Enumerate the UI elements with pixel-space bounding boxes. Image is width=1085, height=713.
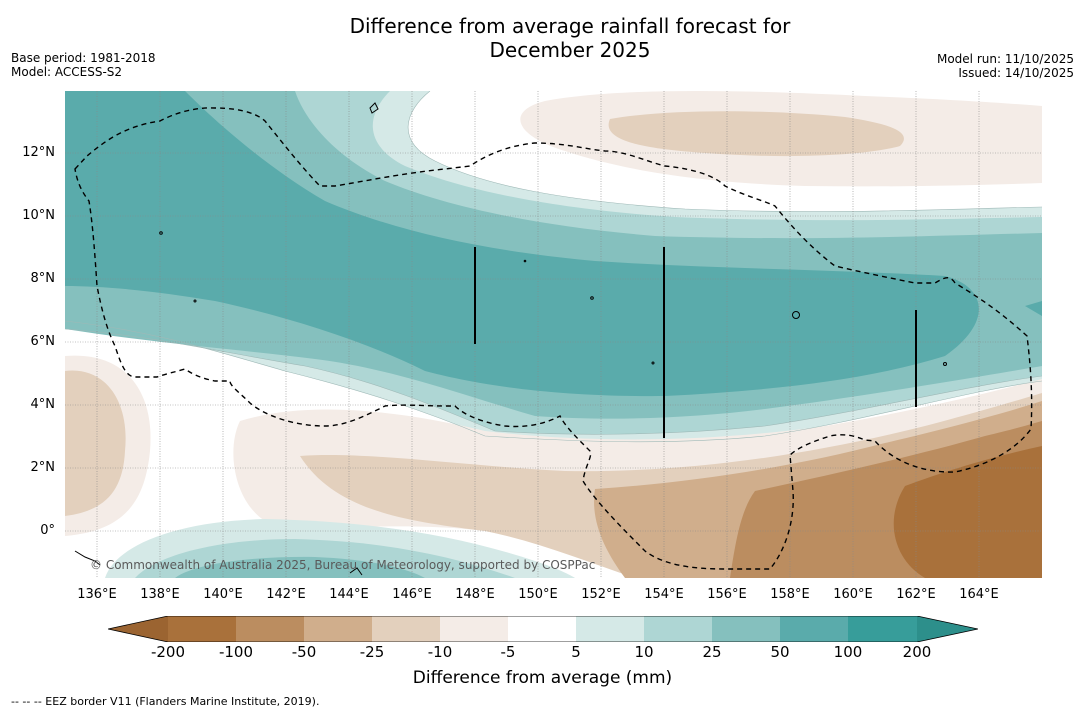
colorbar-over-arrow	[917, 616, 978, 642]
colorbar-swatch	[304, 616, 372, 642]
colorbar-swatch	[372, 616, 440, 642]
map-title: Difference from average rainfall forecas…	[270, 14, 870, 62]
copyright-notice: © Commonwealth of Australia 2025, Bureau…	[90, 558, 596, 572]
lon-label: 144°E	[329, 587, 369, 602]
meta-left: Base period: 1981-2018 Model: ACCESS-S2	[11, 51, 156, 79]
model-run: Model run: 11/10/2025	[936, 52, 1074, 66]
colorbar-swatch	[712, 616, 780, 642]
title-line-2: December 2025	[489, 38, 651, 62]
colorbar-tick: 5	[571, 643, 581, 661]
lat-label: 6°N	[30, 334, 56, 349]
lon-label: 150°E	[518, 587, 558, 602]
colorbar-swatch	[848, 616, 917, 642]
lon-label: 138°E	[140, 587, 180, 602]
colorbar-swatch	[440, 616, 508, 642]
colorbar-swatch	[780, 616, 848, 642]
contour-dry-south-100	[893, 446, 1042, 578]
contour-wet-south-50	[175, 556, 425, 578]
lon-label: 154°E	[644, 587, 684, 602]
marker-lines	[474, 247, 917, 438]
title-line-1: Difference from average rainfall forecas…	[349, 14, 791, 38]
colorbar-tick: -5	[500, 643, 516, 661]
meta-right: Model run: 11/10/2025 Issued: 14/10/2025	[937, 52, 1074, 80]
map-svg	[65, 91, 1042, 578]
contour-wet-100	[65, 91, 979, 397]
lat-label: 12°N	[22, 145, 55, 160]
lon-label: 152°E	[581, 587, 621, 602]
lat-label: 2°N	[30, 460, 56, 475]
colorbar-tick: 10	[634, 643, 654, 661]
contour-dry-south-10	[65, 370, 126, 516]
lat-label: 4°N	[30, 397, 56, 412]
colorbar-tick: -10	[427, 643, 453, 661]
colorbar-swatch	[644, 616, 712, 642]
lon-label: 140°E	[203, 587, 243, 602]
lat-label: 10°N	[22, 208, 55, 223]
colorbar-tick: -200	[150, 643, 186, 661]
colorbar-svg	[107, 615, 979, 643]
lon-label: 160°E	[833, 587, 873, 602]
colorbar-swatch	[168, 616, 236, 642]
contour-wet-100-east	[1025, 301, 1042, 316]
colorbar-tick: -25	[359, 643, 385, 661]
colorbar	[107, 615, 979, 643]
lon-label: 136°E	[77, 587, 117, 602]
colorbar-swatch	[576, 616, 644, 642]
lat-label: 8°N	[30, 271, 56, 286]
lon-label: 148°E	[455, 587, 495, 602]
contour-dry-north-10	[608, 111, 904, 157]
lon-label: 142°E	[266, 587, 306, 602]
colorbar-tick: -50	[291, 643, 317, 661]
lon-label: 156°E	[707, 587, 747, 602]
colorbar-label: Difference from average (mm)	[412, 668, 673, 688]
colorbar-tick: 200	[902, 643, 932, 661]
eez-border	[74, 107, 1033, 570]
colorbar-under-arrow	[108, 616, 168, 642]
issued-date: Issued: 14/10/2025	[958, 66, 1074, 80]
base-period: Base period: 1981-2018	[11, 51, 156, 65]
lon-label: 158°E	[770, 587, 810, 602]
colorbar-tick: -100	[218, 643, 254, 661]
islands	[74, 102, 947, 576]
model-name: Model: ACCESS-S2	[11, 65, 123, 79]
colorbar-swatch	[236, 616, 304, 642]
colorbar-tick: 100	[833, 643, 863, 661]
lat-label: 0°	[40, 523, 55, 538]
rainfall-map	[65, 91, 1042, 578]
eez-footnote: -- -- -- EEZ border V11 (Flanders Marine…	[11, 695, 320, 708]
lon-label: 146°E	[392, 587, 432, 602]
colorbar-tick: 25	[702, 643, 722, 661]
colorbar-tick: 50	[770, 643, 790, 661]
lon-label: 164°E	[959, 587, 999, 602]
lon-label: 162°E	[896, 587, 936, 602]
colorbar-swatch	[508, 616, 576, 642]
